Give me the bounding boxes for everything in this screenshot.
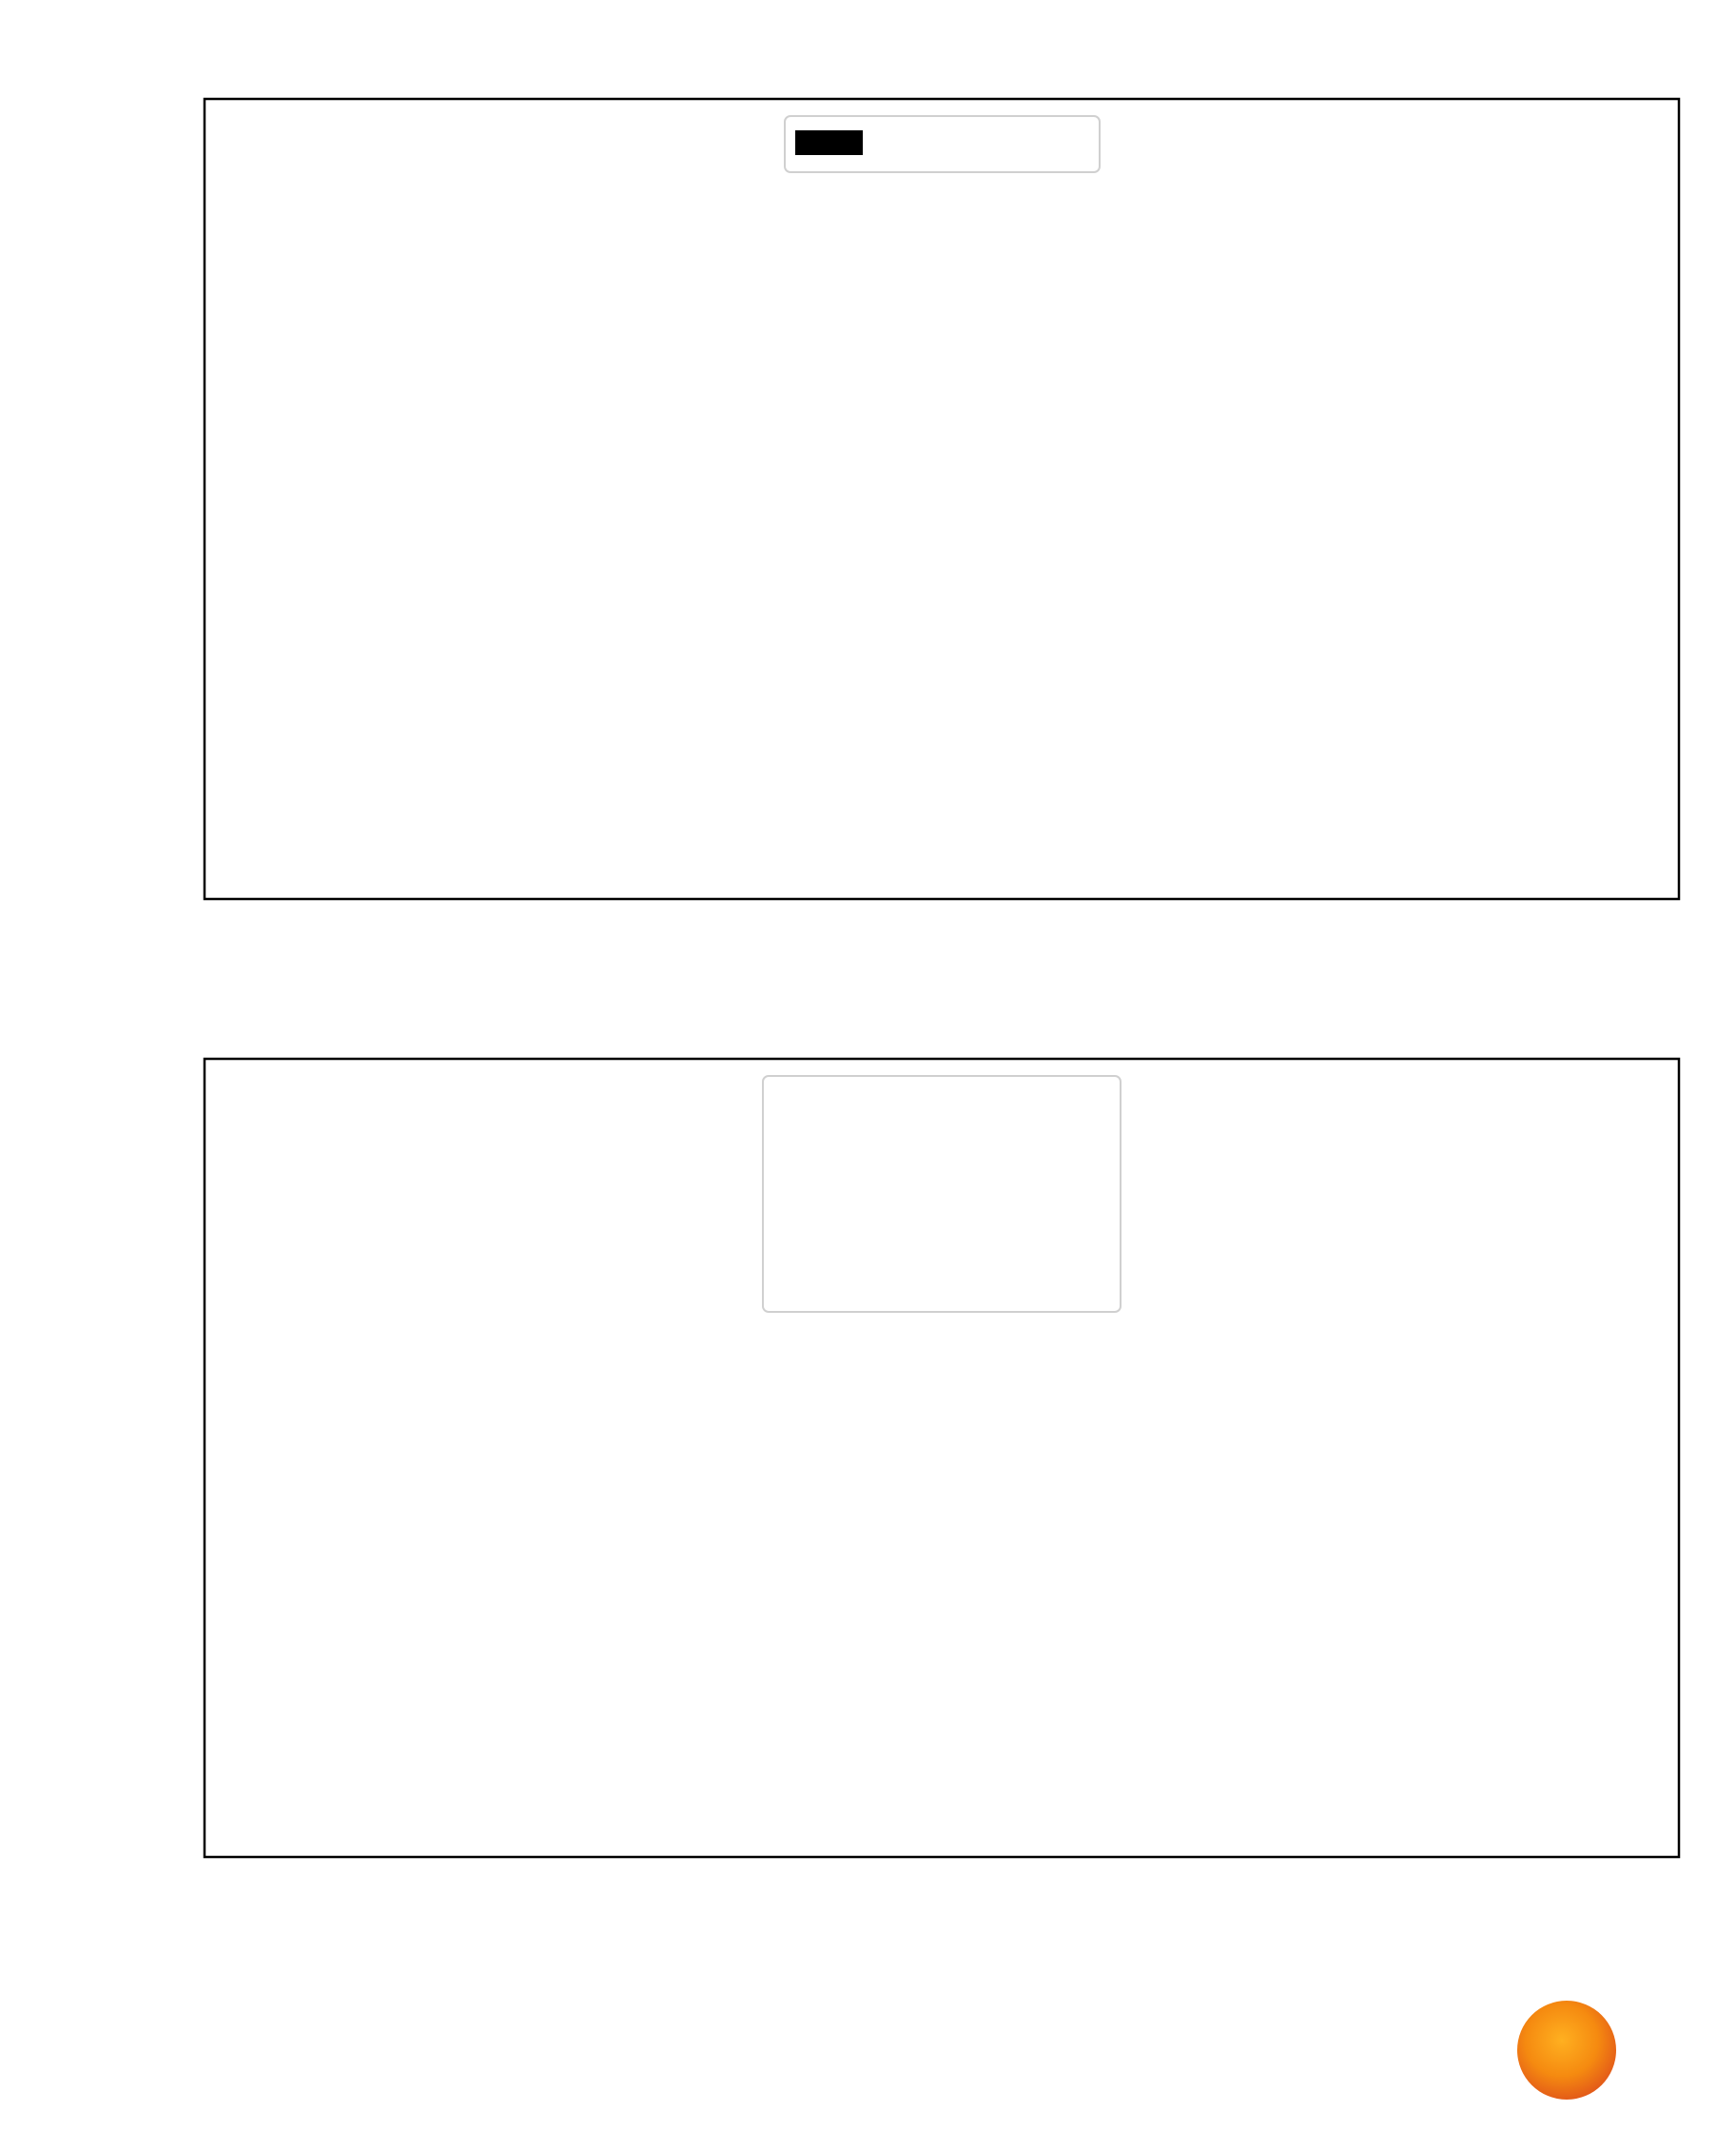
top-legend (784, 115, 1101, 173)
yes-fraction-chart (203, 97, 1681, 901)
top-plot-frame (203, 97, 1681, 901)
cessi-logo (1517, 2001, 1616, 2100)
bottom-plot-frame (203, 1057, 1681, 1859)
bottom-legend (762, 1075, 1122, 1313)
legend-frame (762, 1075, 1122, 1313)
legend-frame (784, 115, 1101, 173)
legend-swatch-yes-fraction (795, 130, 863, 155)
normalized-features-chart (203, 1057, 1681, 1859)
